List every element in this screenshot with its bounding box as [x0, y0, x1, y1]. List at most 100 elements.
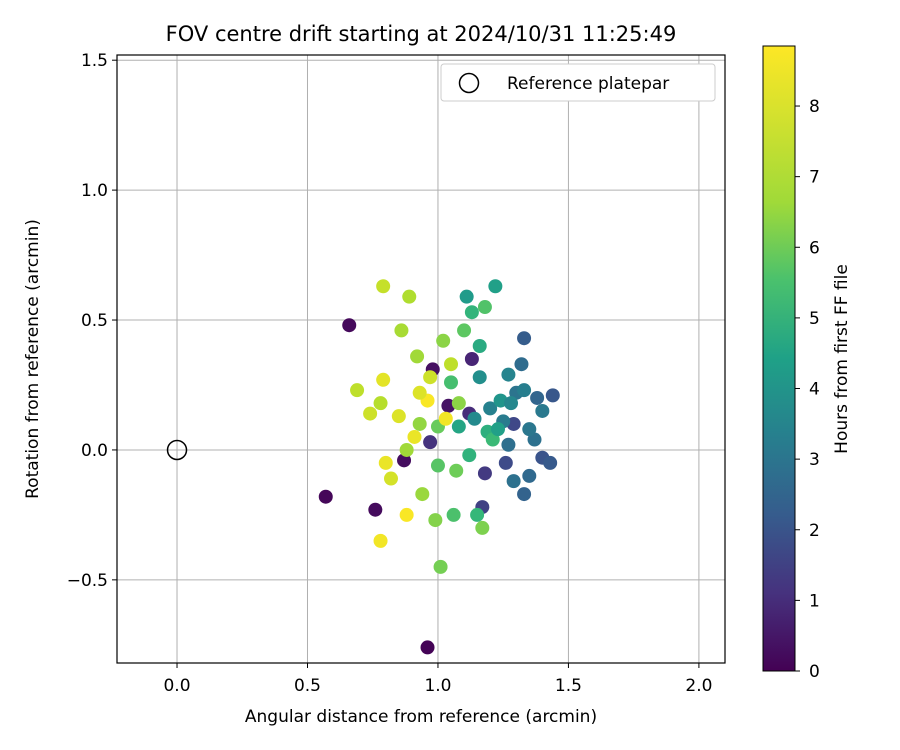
data-point — [438, 411, 453, 426]
data-point — [517, 331, 532, 346]
plot-frame — [116, 54, 726, 664]
y-tick-label: 0.0 — [81, 441, 108, 461]
colorbar-tick-label: 1 — [809, 591, 820, 611]
data-point — [464, 305, 479, 320]
data-point — [464, 352, 479, 366]
data-point — [451, 396, 466, 411]
colorbar-gradient — [762, 45, 796, 672]
colorbar-tick-label: 3 — [809, 450, 820, 470]
data-point — [506, 474, 521, 489]
y-tick-label: −0.5 — [67, 571, 108, 591]
y-axis-label: Rotation from reference (arcmin) — [23, 219, 43, 499]
chart-title: FOV centre drift starting at 2024/10/31 … — [166, 22, 677, 46]
data-point — [383, 471, 398, 486]
data-point — [412, 416, 427, 431]
data-point — [501, 437, 516, 452]
data-point — [504, 396, 519, 411]
data-point — [527, 432, 542, 447]
data-point — [376, 279, 391, 294]
y-tick-label: 0.5 — [81, 311, 108, 331]
data-point — [517, 487, 532, 502]
data-point — [475, 520, 490, 535]
x-tick-label: 2.0 — [685, 676, 712, 696]
x-tick-label: 0.5 — [294, 676, 321, 696]
data-point — [545, 388, 560, 403]
data-points — [318, 279, 560, 655]
reference-platepar-marker — [166, 439, 188, 461]
data-point — [444, 357, 459, 372]
data-point — [459, 289, 474, 304]
colorbar-tick-label: 5 — [809, 309, 820, 329]
data-point — [457, 323, 472, 338]
data-point — [517, 383, 532, 398]
x-tick-label: 1.5 — [555, 676, 582, 696]
x-axis-label: Angular distance from reference (arcmin) — [245, 707, 597, 727]
data-point — [477, 300, 492, 315]
data-point — [342, 318, 357, 333]
data-point — [399, 442, 414, 457]
x-axis-ticks: 0.0 0.5 1.0 1.5 2.0 — [163, 663, 712, 696]
data-point — [470, 507, 485, 522]
data-point — [535, 403, 550, 418]
data-point — [530, 390, 545, 405]
colorbar-tick-label: 2 — [809, 521, 820, 541]
data-point — [412, 385, 427, 400]
colorbar-label: Hours from first FF file — [832, 264, 852, 454]
data-point — [483, 401, 498, 416]
data-point — [363, 406, 378, 421]
data-point — [410, 349, 425, 364]
data-point — [472, 370, 487, 385]
data-point — [485, 432, 500, 447]
data-point — [391, 409, 406, 424]
data-point — [490, 422, 505, 437]
data-point — [350, 383, 365, 398]
x-tick-label: 1.0 — [424, 676, 451, 696]
legend: Reference platepar — [440, 63, 716, 102]
data-point — [415, 487, 430, 502]
y-tick-label: 1.5 — [81, 51, 108, 71]
data-point — [522, 422, 537, 437]
data-point — [477, 466, 492, 481]
colorbar-tick-label: 8 — [809, 97, 820, 117]
y-axis-ticks: −0.5 0.0 0.5 1.0 1.5 — [67, 51, 117, 591]
data-point — [444, 375, 459, 390]
data-point — [318, 489, 333, 504]
legend-label: Reference platepar — [507, 74, 669, 94]
data-point — [368, 502, 383, 517]
data-point — [451, 419, 466, 434]
data-point — [376, 372, 391, 387]
data-point — [462, 448, 477, 463]
legend-box — [440, 63, 716, 102]
data-point — [430, 458, 445, 473]
x-tick-label: 0.0 — [163, 676, 190, 696]
data-point — [407, 429, 422, 444]
data-point — [378, 455, 393, 470]
data-point — [420, 640, 435, 655]
colorbar-tick-label: 7 — [809, 168, 820, 188]
data-point — [428, 513, 443, 528]
colorbar: 0 1 2 3 4 5 6 7 8 Hours from first FF file — [762, 45, 852, 682]
colorbar-tick-label: 0 — [809, 662, 820, 682]
data-point — [394, 323, 409, 338]
data-point — [501, 367, 516, 382]
data-point — [514, 357, 529, 372]
data-point — [399, 507, 414, 522]
data-point — [402, 289, 417, 304]
data-point — [472, 339, 487, 354]
data-point — [423, 435, 438, 450]
data-point — [498, 455, 513, 470]
data-point — [436, 333, 451, 348]
data-point — [467, 411, 482, 426]
data-point — [373, 396, 388, 411]
data-point — [423, 370, 438, 385]
grid — [117, 55, 725, 663]
data-point — [373, 533, 388, 548]
data-point — [449, 463, 464, 478]
legend-marker — [458, 72, 480, 94]
data-point — [446, 507, 461, 522]
colorbar-tick-label: 4 — [809, 380, 820, 400]
data-point — [488, 279, 503, 294]
y-tick-label: 1.0 — [81, 181, 108, 201]
colorbar-ticks: 0 1 2 3 4 5 6 7 8 — [795, 97, 820, 682]
